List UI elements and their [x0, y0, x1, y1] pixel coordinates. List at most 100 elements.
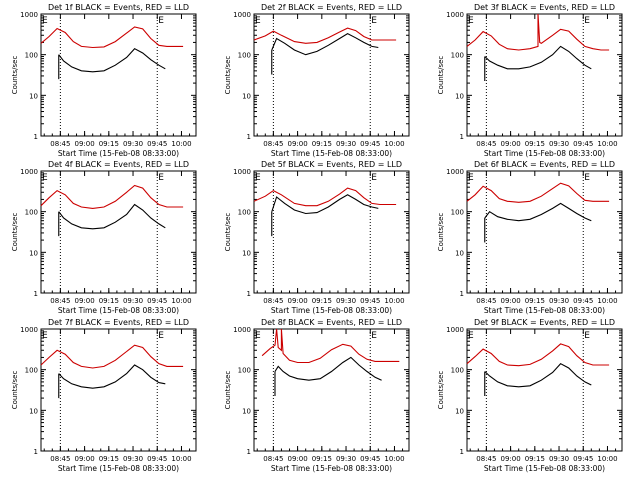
x-tick-label: 09:30 — [336, 455, 356, 463]
corner-label: E — [158, 173, 164, 183]
x-axis-label: Start Time (15-Feb-08 08:33:00) — [58, 149, 179, 158]
panel-title: Det 2f BLACK = Events, RED = LLD — [261, 3, 402, 12]
x-axis-label: Start Time (15-Feb-08 08:33:00) — [58, 306, 179, 315]
x-tick-label: 09:15 — [99, 140, 119, 148]
x-tick-label: 09:45 — [360, 455, 380, 463]
detector-panel: Det 8f BLACK = Events, RED = LLD 1 10 100 10… — [224, 318, 410, 473]
x-tick-label: 09:45 — [360, 297, 380, 305]
x-axis-label: Start Time (15-Feb-08 08:33:00) — [271, 306, 392, 315]
events-series-line — [58, 203, 166, 230]
y-axis-label: Counts/sec — [224, 213, 232, 252]
corner-label: E — [468, 16, 474, 26]
events-series-line — [484, 202, 592, 222]
y-tick-label: 100 — [451, 209, 464, 217]
x-tick-label: 09:30 — [549, 455, 569, 463]
y-tick-label: 1000 — [446, 326, 464, 334]
corner-label: E — [371, 331, 377, 341]
plot-frame — [466, 170, 623, 294]
x-tick-label: 09:45 — [147, 455, 167, 463]
lld-series-line — [466, 13, 610, 51]
x-axis-label: Start Time (15-Feb-08 08:33:00) — [271, 149, 392, 158]
x-tick-label: 08:45 — [476, 455, 496, 463]
y-axis-label: Counts/sec — [224, 56, 232, 95]
corner-label: E — [584, 331, 590, 341]
lld-series-line — [466, 182, 610, 203]
corner-label: E — [42, 16, 48, 26]
lld-series-line — [40, 26, 184, 49]
corner-label: E — [468, 173, 474, 183]
corner-label: E — [371, 173, 377, 183]
events-series-line — [484, 363, 592, 388]
x-tick-label: 09:45 — [147, 140, 167, 148]
x-tick-label: 09:15 — [312, 455, 332, 463]
detector-panel: Det 4f BLACK = Events, RED = LLD 1 10 100 10… — [11, 160, 197, 315]
y-tick-label: 1 — [34, 448, 38, 456]
plot-frame — [466, 328, 623, 452]
plot-frame — [40, 170, 197, 294]
y-axis-label: Counts/sec — [11, 56, 19, 95]
lld-series-line — [466, 343, 610, 367]
corner-label: E — [255, 16, 261, 26]
x-tick-label: 08:45 — [263, 455, 283, 463]
y-tick-label: 100 — [25, 367, 38, 375]
x-tick-label: 10:00 — [384, 297, 404, 305]
panel-title: Det 5f BLACK = Events, RED = LLD — [261, 160, 402, 169]
corner-label: E — [584, 173, 590, 183]
x-tick-label: 09:00 — [288, 140, 308, 148]
y-tick-label: 10 — [455, 92, 464, 100]
x-tick-label: 10:00 — [384, 140, 404, 148]
x-tick-label: 10:00 — [384, 455, 404, 463]
x-tick-label: 09:00 — [75, 140, 95, 148]
panel-title: Det 8f BLACK = Events, RED = LLD — [261, 318, 402, 327]
y-tick-label: 100 — [25, 52, 38, 60]
detector-panel: Det 6f BLACK = Events, RED = LLD 1 10 100 10… — [437, 160, 623, 315]
y-tick-label: 1 — [460, 133, 464, 141]
events-series-line — [58, 48, 166, 73]
y-tick-label: 1 — [460, 448, 464, 456]
y-tick-label: 10 — [29, 249, 38, 257]
corner-label: E — [584, 16, 590, 26]
detector-panel: Det 2f BLACK = Events, RED = LLD 1 10 100 10… — [224, 3, 410, 158]
x-tick-label: 09:45 — [147, 297, 167, 305]
y-tick-label: 1 — [247, 448, 251, 456]
panel-title: Det 4f BLACK = Events, RED = LLD — [48, 160, 189, 169]
x-tick-label: 09:00 — [501, 297, 521, 305]
x-axis-label: Start Time (15-Feb-08 08:33:00) — [58, 464, 179, 473]
y-tick-label: 1000 — [20, 168, 38, 176]
y-tick-label: 1000 — [233, 11, 251, 19]
corner-label: E — [42, 173, 48, 183]
y-axis-label: Counts/sec — [224, 371, 232, 410]
x-tick-label: 09:00 — [288, 297, 308, 305]
y-tick-label: 10 — [29, 407, 38, 415]
x-tick-label: 09:30 — [123, 297, 143, 305]
y-tick-label: 100 — [451, 52, 464, 60]
x-tick-label: 09:15 — [525, 297, 545, 305]
y-tick-label: 1000 — [446, 11, 464, 19]
y-tick-label: 1 — [460, 290, 464, 298]
plot-frame — [253, 328, 410, 452]
x-tick-label: 09:15 — [525, 140, 545, 148]
y-tick-label: 100 — [238, 367, 251, 375]
x-tick-label: 09:00 — [501, 455, 521, 463]
y-tick-label: 1 — [34, 133, 38, 141]
x-axis-label: Start Time (15-Feb-08 08:33:00) — [484, 464, 605, 473]
x-tick-label: 09:30 — [123, 455, 143, 463]
x-tick-label: 10:00 — [597, 297, 617, 305]
x-tick-label: 09:45 — [573, 140, 593, 148]
y-tick-label: 10 — [242, 407, 251, 415]
plot-frame — [40, 328, 197, 452]
corner-label: E — [42, 331, 48, 341]
y-tick-label: 10 — [455, 407, 464, 415]
plot-frame — [40, 13, 197, 137]
x-tick-label: 09:45 — [573, 455, 593, 463]
x-tick-label: 08:45 — [263, 297, 283, 305]
x-tick-label: 08:45 — [476, 140, 496, 148]
corner-label: E — [255, 173, 261, 183]
plot-frame — [253, 13, 410, 137]
panel-title: Det 9f BLACK = Events, RED = LLD — [474, 318, 615, 327]
y-axis-label: Counts/sec — [437, 56, 445, 95]
x-tick-label: 08:45 — [476, 297, 496, 305]
y-tick-label: 1 — [247, 133, 251, 141]
y-tick-label: 10 — [242, 249, 251, 257]
y-tick-label: 1000 — [20, 326, 38, 334]
